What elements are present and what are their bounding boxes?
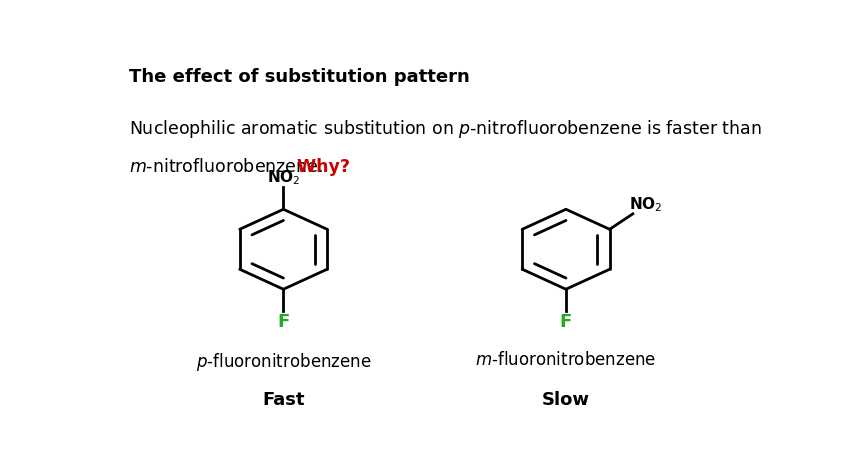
Text: F: F (277, 313, 290, 331)
Text: $m$-nitrofluorobenzene.: $m$-nitrofluorobenzene. (128, 159, 323, 177)
Text: Slow: Slow (542, 391, 590, 409)
Text: Nucleophilic aromatic substitution on $p$-nitrofluorobenzene is faster than: Nucleophilic aromatic substitution on $p… (128, 118, 761, 141)
Text: $p$-fluoronitrobenzene: $p$-fluoronitrobenzene (195, 351, 372, 373)
Text: Why?: Why? (273, 159, 351, 177)
Text: NO$_2$: NO$_2$ (629, 195, 663, 214)
Text: $m$-fluoronitrobenzene: $m$-fluoronitrobenzene (476, 351, 656, 369)
Text: The effect of substitution pattern: The effect of substitution pattern (128, 67, 470, 85)
Text: Nucleophilic aromatic substitution on: Nucleophilic aromatic substitution on (128, 118, 459, 136)
Text: Nucleophilic aromatic substitution on ​p: Nucleophilic aromatic substitution on ​p (128, 118, 470, 136)
Text: F: F (560, 313, 572, 331)
Text: Fast: Fast (262, 391, 305, 409)
Text: NO$_2$: NO$_2$ (266, 169, 300, 187)
